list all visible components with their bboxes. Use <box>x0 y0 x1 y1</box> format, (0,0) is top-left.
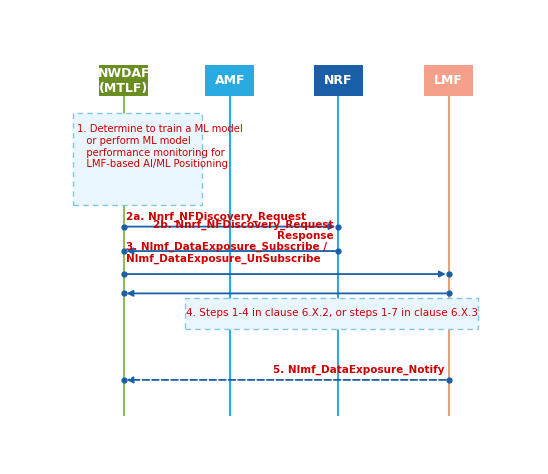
FancyBboxPatch shape <box>206 65 254 96</box>
FancyBboxPatch shape <box>73 113 202 205</box>
Text: LMF: LMF <box>434 74 463 87</box>
FancyBboxPatch shape <box>185 298 478 329</box>
Text: 2b. Nnrf_NFDiscovery_Request
Response: 2b. Nnrf_NFDiscovery_Request Response <box>153 219 334 241</box>
Text: AMF: AMF <box>215 74 245 87</box>
Text: 2a. Nnrf_NFDiscovery_Request: 2a. Nnrf_NFDiscovery_Request <box>126 211 306 222</box>
Text: 4. Steps 1-4 in clause 6.X.2, or steps 1-7 in clause 6.X.3: 4. Steps 1-4 in clause 6.X.2, or steps 1… <box>186 308 478 318</box>
Text: NRF: NRF <box>324 74 352 87</box>
FancyBboxPatch shape <box>424 65 473 96</box>
Text: 5. Nlmf_DataExposure_Notify: 5. Nlmf_DataExposure_Notify <box>273 365 444 375</box>
Text: NWDAF
(MTLF): NWDAF (MTLF) <box>98 67 150 95</box>
FancyBboxPatch shape <box>99 65 148 96</box>
Text: 1. Determine to train a ML model
   or perform ML model
   performance monitorin: 1. Determine to train a ML model or perf… <box>77 124 243 169</box>
FancyBboxPatch shape <box>314 65 363 96</box>
Text: 3. Nlmf_DataExposure_Subscribe /
Nlmf_DataExposure_UnSubscribe: 3. Nlmf_DataExposure_Subscribe / Nlmf_Da… <box>126 242 327 264</box>
